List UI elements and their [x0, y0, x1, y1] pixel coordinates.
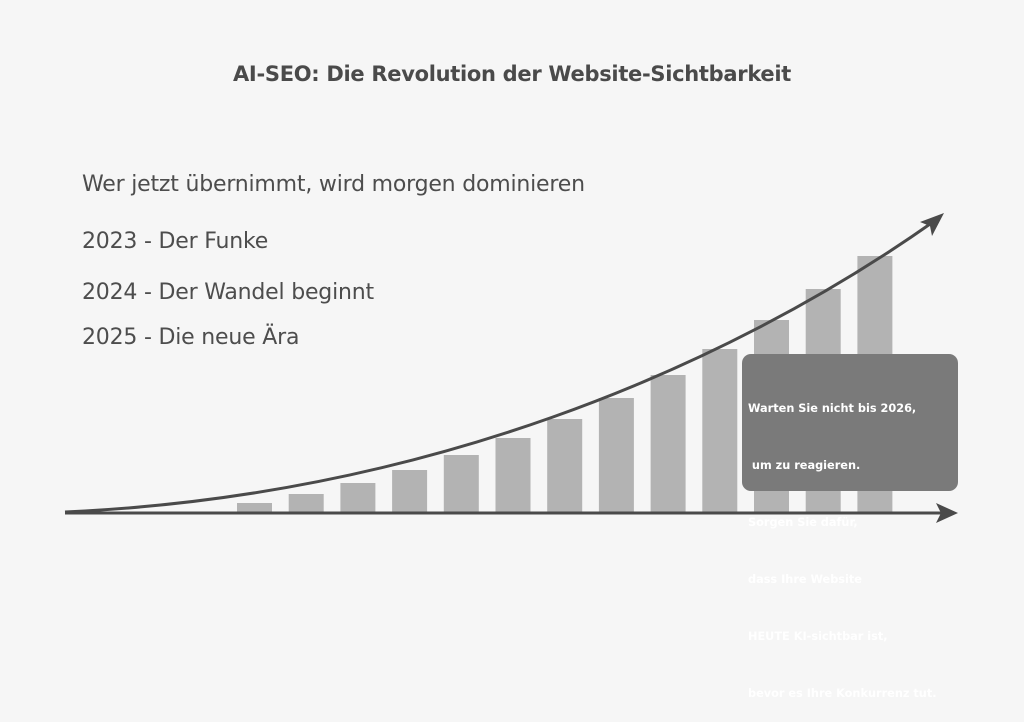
growth-bar: [288, 494, 324, 512]
callout-line: um zu reagieren.: [748, 459, 861, 472]
callout-line: Sorgen Sie dafür,: [748, 516, 858, 529]
growth-bar: [702, 349, 738, 512]
page-title: AI-SEO: Die Revolution der Website-Sicht…: [232, 62, 792, 86]
growth-bar: [392, 470, 428, 512]
growth-bar: [340, 483, 376, 512]
baseline-arrowhead-icon: [936, 503, 958, 523]
milestone-2025: 2025 - Die neue Ära: [82, 325, 300, 350]
growth-bar: [650, 375, 686, 512]
milestone-2024: 2024 - Der Wandel beginnt: [82, 280, 374, 305]
growth-curve-arrow: [64, 220, 934, 514]
growth-bar: [547, 419, 583, 512]
callout-line: HEUTE KI-sichtbar ist,: [748, 630, 888, 643]
growth-bar: [443, 455, 479, 512]
callout-line: Warten Sie nicht bis 2026,: [748, 402, 917, 415]
tagline: Wer jetzt übernimmt, wird morgen dominie…: [82, 172, 585, 197]
growth-curve-arrowhead-icon: [920, 213, 944, 236]
callout-line: dass Ihre Website: [748, 573, 862, 586]
growth-bar: [495, 438, 531, 512]
growth-bar: [237, 503, 272, 512]
callout-box: Warten Sie nicht bis 2026, um zu reagier…: [742, 354, 958, 700]
growth-bar: [598, 398, 634, 512]
milestone-2023: 2023 - Der Funke: [82, 229, 269, 254]
callout-line: bevor es Ihre Konkurrenz tut.: [748, 687, 937, 700]
